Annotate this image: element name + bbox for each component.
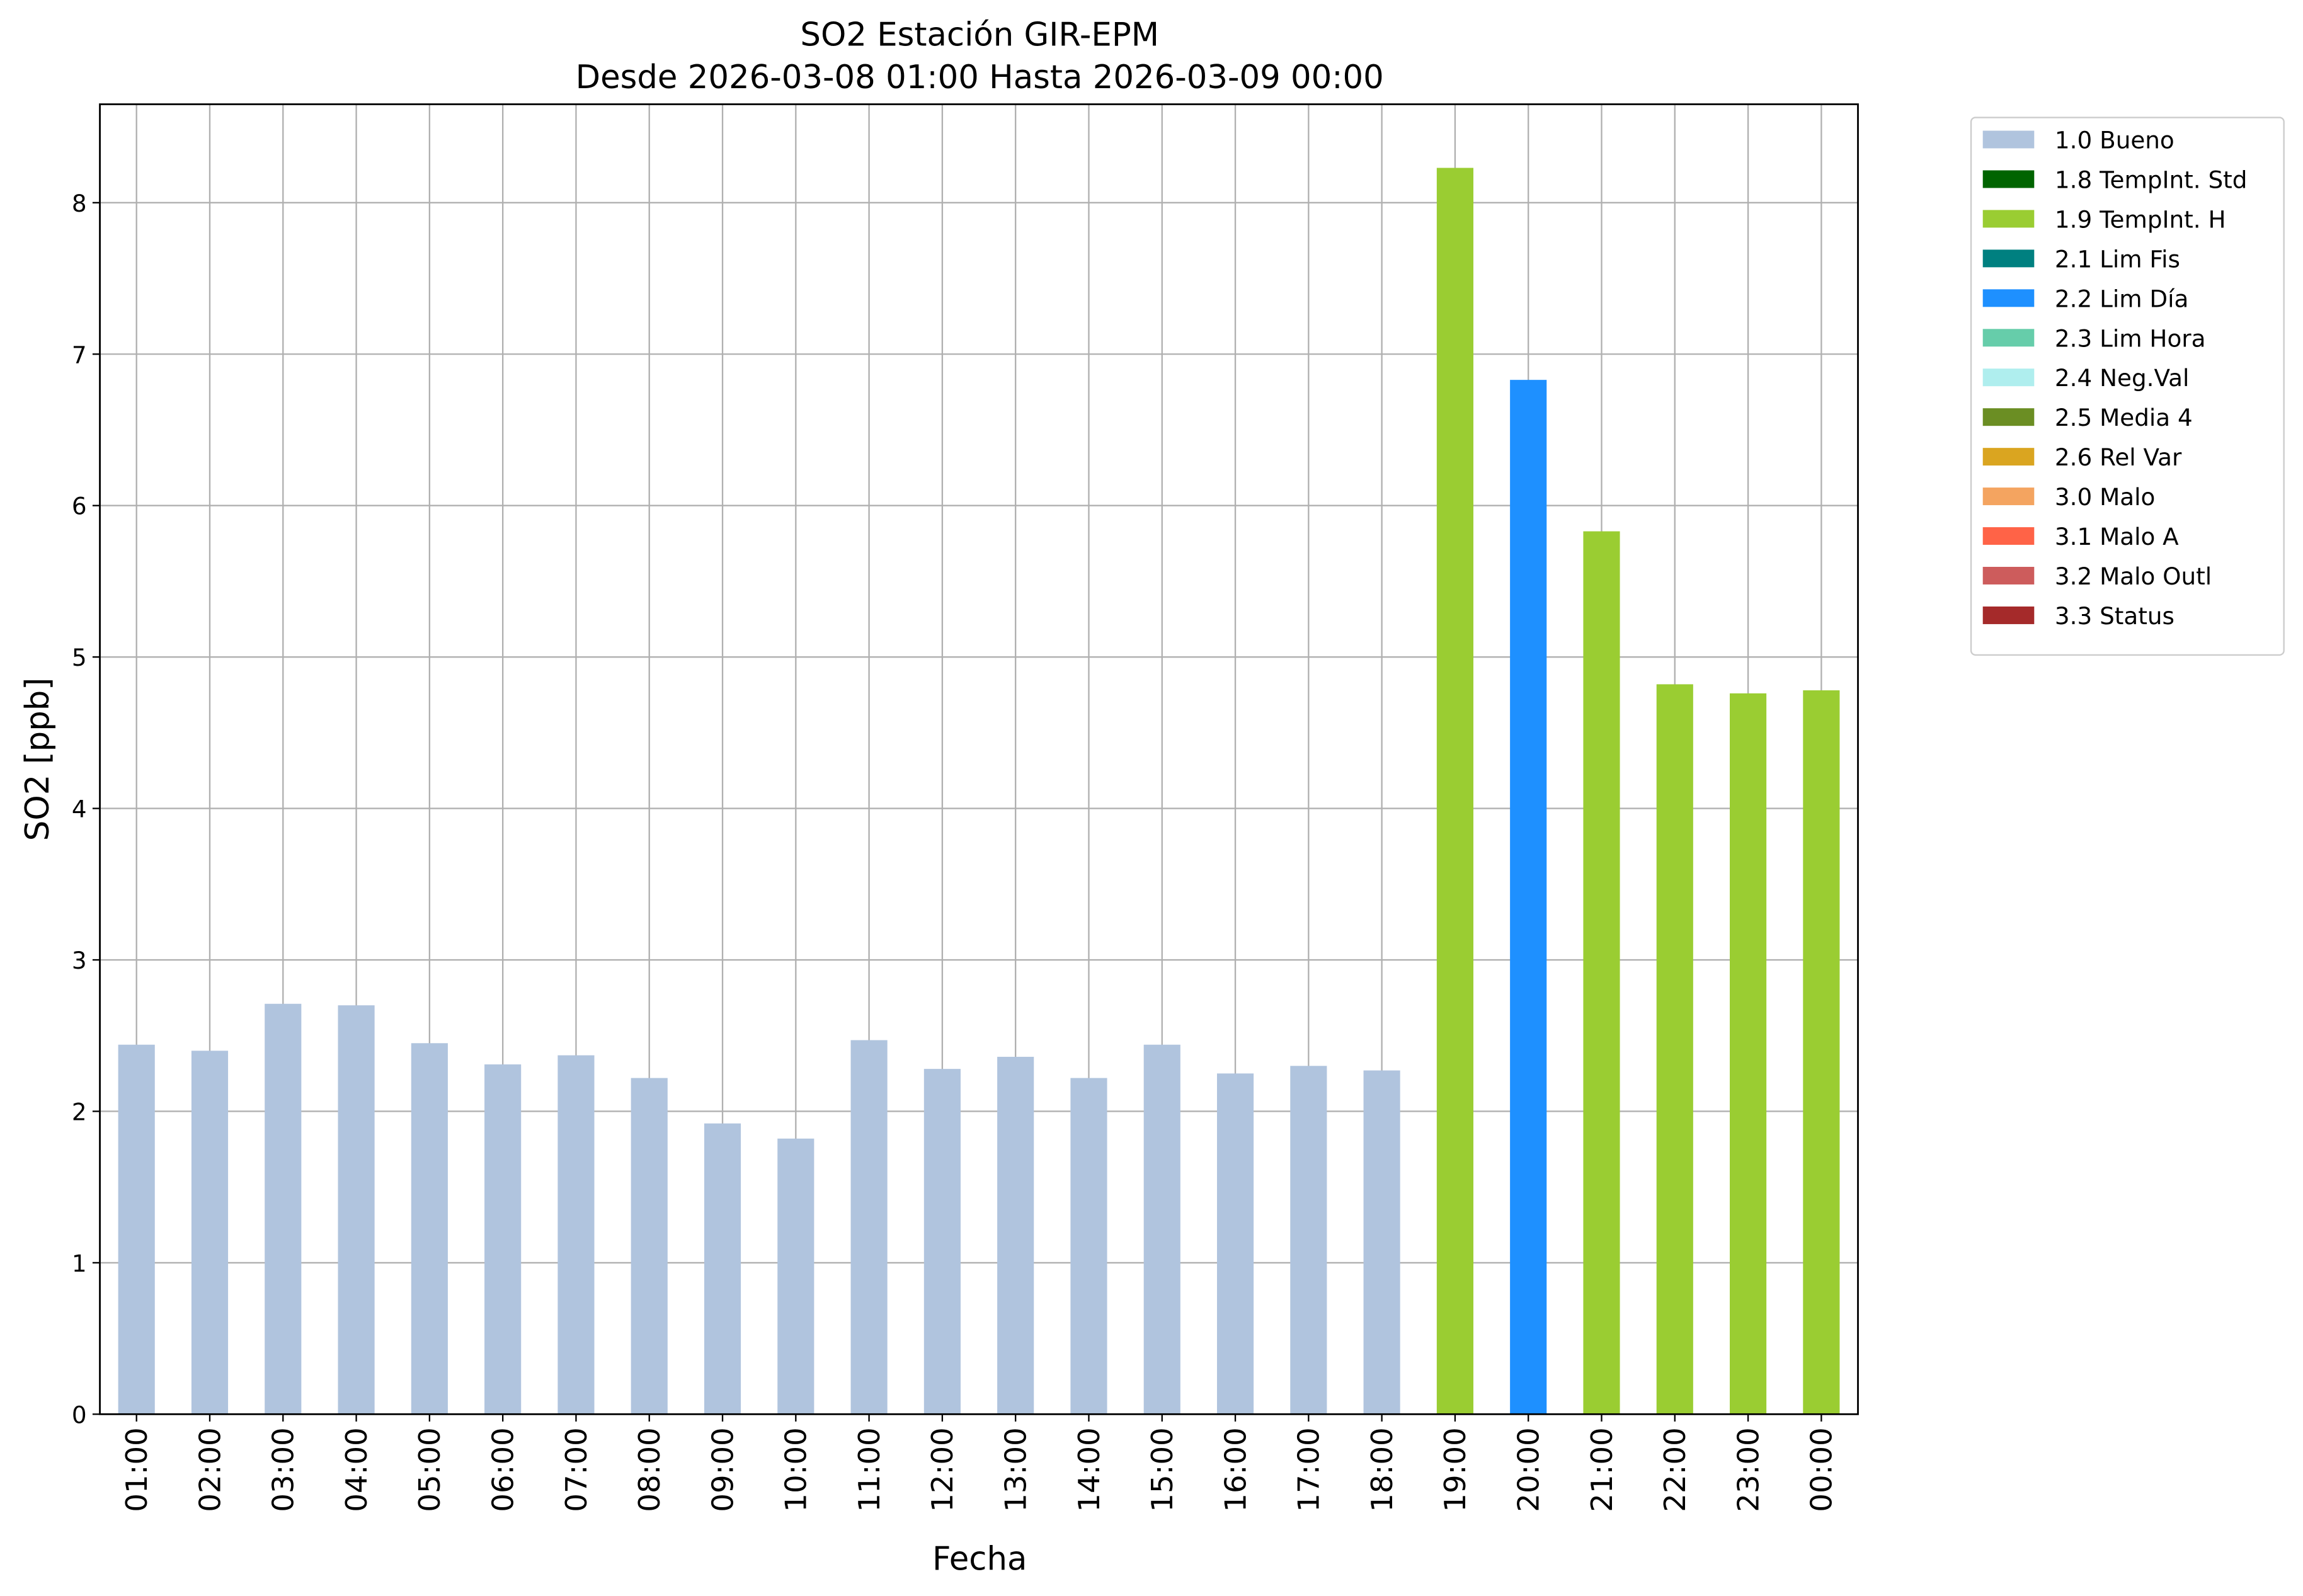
bar	[411, 1043, 448, 1415]
bar	[1070, 1078, 1107, 1415]
bar	[118, 1044, 155, 1415]
legend-swatch	[1982, 289, 2035, 307]
x-tick-label: 23:00	[1731, 1427, 1765, 1512]
y-tick-label: 1	[72, 1250, 87, 1277]
legend-swatch	[1982, 448, 2035, 466]
y-tick-label: 5	[72, 644, 87, 671]
x-tick-label: 11:00	[852, 1427, 886, 1512]
x-tick-label: 12:00	[925, 1427, 959, 1512]
legend: 1.0 Bueno 1.8 TempInt. Std 1.9 TempInt. H 2…	[1970, 117, 2285, 656]
legend-label: 3.1 Malo A	[2055, 523, 2179, 550]
legend-swatch	[1982, 210, 2035, 228]
bar	[997, 1056, 1034, 1415]
y-tick-label: 4	[72, 795, 87, 823]
legend-swatch	[1982, 487, 2035, 506]
legend-label: 2.2 Lim Día	[2055, 285, 2188, 312]
bar	[1363, 1070, 1400, 1415]
legend-label: 3.3 Status	[2055, 602, 2174, 630]
legend-label: 2.5 Media 4	[2055, 404, 2193, 431]
legend-label: 1.8 TempInt. Std	[2055, 166, 2248, 193]
legend-label: 3.2 Malo Outl	[2055, 562, 2212, 590]
bar	[1143, 1044, 1180, 1415]
x-tick-label: 05:00	[413, 1427, 447, 1512]
x-tick-label: 03:00	[266, 1427, 300, 1512]
x-tick-label: 15:00	[1145, 1427, 1179, 1512]
x-tick-label: 20:00	[1512, 1427, 1546, 1512]
bar	[265, 1003, 302, 1415]
x-tick-label: 06:00	[486, 1427, 520, 1512]
bar	[191, 1051, 229, 1415]
x-tick-label: 19:00	[1438, 1427, 1472, 1512]
chart-title: SO2 Estación GIR-EPM	[800, 16, 1159, 54]
legend-label: 2.3 Lim Hora	[2055, 324, 2206, 352]
ticks: 0 1 2 3 4 5 6 7 8 01:00 02:00 03:00 04:00 05:00 06:00 0…	[72, 190, 1839, 1512]
y-tick-label: 0	[72, 1401, 87, 1428]
bar	[1290, 1066, 1327, 1415]
y-tick-label: 3	[72, 947, 87, 974]
bar	[704, 1123, 741, 1415]
legend-label: 2.4 Neg.Val	[2055, 364, 2189, 392]
legend-label: 2.6 Rel Var	[2055, 443, 2182, 471]
bar	[1803, 690, 1840, 1415]
x-tick-label: 10:00	[779, 1427, 813, 1512]
y-tick-label: 6	[72, 493, 87, 520]
bar	[1510, 380, 1547, 1415]
bar	[631, 1078, 668, 1415]
legend-swatch	[1982, 606, 2035, 624]
bar	[1583, 531, 1620, 1415]
x-tick-label: 17:00	[1292, 1427, 1326, 1512]
y-axis-label: SO2 [ppb]	[19, 678, 57, 841]
x-tick-label: 09:00	[706, 1427, 740, 1512]
y-tick-label: 2	[72, 1098, 87, 1126]
legend-swatch	[1982, 527, 2035, 545]
x-tick-label: 02:00	[193, 1427, 227, 1512]
legend-swatch	[1982, 170, 2035, 188]
x-axis-label: Fecha	[932, 1540, 1027, 1578]
bar	[923, 1069, 961, 1415]
legend-label: 3.0 Malo	[2055, 483, 2155, 511]
bar	[850, 1040, 888, 1415]
x-tick-label: 14:00	[1072, 1427, 1106, 1512]
bar	[777, 1138, 814, 1415]
x-tick-label: 16:00	[1218, 1427, 1252, 1512]
bar	[338, 1005, 375, 1415]
bars	[118, 168, 1840, 1415]
bar	[557, 1055, 595, 1415]
x-tick-label: 01:00	[120, 1427, 154, 1512]
legend-swatch	[1982, 408, 2035, 426]
legend-label: 2.1 Lim Fis	[2055, 245, 2180, 273]
x-tick-label: 22:00	[1658, 1427, 1692, 1512]
x-tick-label: 18:00	[1365, 1427, 1399, 1512]
legend-swatch	[1982, 130, 2035, 149]
legend-swatch	[1982, 329, 2035, 347]
bar	[1436, 168, 1473, 1415]
y-tick-label: 8	[72, 190, 87, 217]
bar	[1656, 684, 1693, 1415]
legend-swatch	[1982, 368, 2035, 387]
legend-swatch	[1982, 567, 2035, 584]
plot-frame	[99, 103, 1859, 1415]
y-tick-label: 7	[72, 341, 87, 368]
legend-box	[1970, 117, 2285, 656]
x-tick-label: 13:00	[999, 1427, 1033, 1512]
legend-label: 1.9 TempInt. H	[2055, 205, 2226, 233]
chart-subtitle: Desde 2026-03-08 01:00 Hasta 2026-03-09 …	[576, 59, 1384, 96]
legend-label: 1.0 Bueno	[2055, 126, 2174, 154]
x-tick-label: 07:00	[559, 1427, 593, 1512]
x-tick-label: 21:00	[1585, 1427, 1619, 1512]
x-tick-label: 08:00	[632, 1427, 666, 1512]
x-tick-label: 00:00	[1805, 1427, 1839, 1512]
x-tick-label: 04:00	[340, 1427, 374, 1512]
bar	[484, 1064, 522, 1415]
bar	[1730, 693, 1767, 1415]
bar	[1216, 1073, 1254, 1415]
legend-swatch	[1982, 249, 2035, 268]
